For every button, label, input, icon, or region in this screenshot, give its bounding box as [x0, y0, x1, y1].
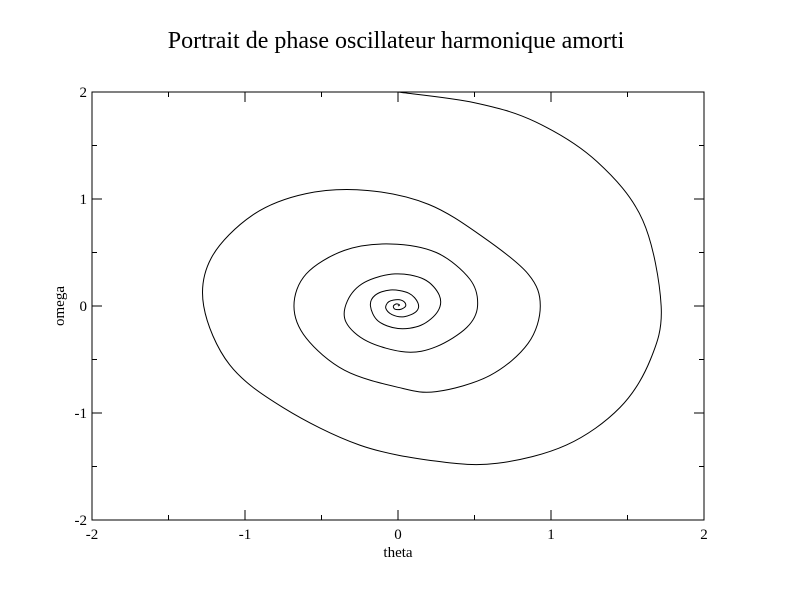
x-axis-label: theta — [383, 545, 412, 561]
axis-ticks — [91, 91, 705, 521]
y-tick-label: -2 — [75, 513, 88, 529]
y-tick-label: -1 — [75, 406, 88, 422]
x-tick-label: -1 — [239, 527, 252, 543]
y-tick-label: 0 — [80, 299, 88, 315]
y-tick-label: 1 — [80, 192, 88, 208]
y-tick-label: 2 — [80, 85, 88, 101]
x-tick-label: 0 — [394, 527, 402, 543]
x-tick-label: 1 — [547, 527, 555, 543]
x-tick-label: -2 — [86, 527, 99, 543]
axis-tick-labels: -2 -1 0 1 2 -2 -1 0 1 2 — [75, 85, 708, 543]
y-axis-label: omega — [52, 286, 68, 326]
phase-trajectory-line — [201, 91, 662, 466]
x-tick-label: 2 — [700, 527, 708, 543]
chart-title: Portrait de phase oscillateur harmonique… — [167, 28, 625, 54]
